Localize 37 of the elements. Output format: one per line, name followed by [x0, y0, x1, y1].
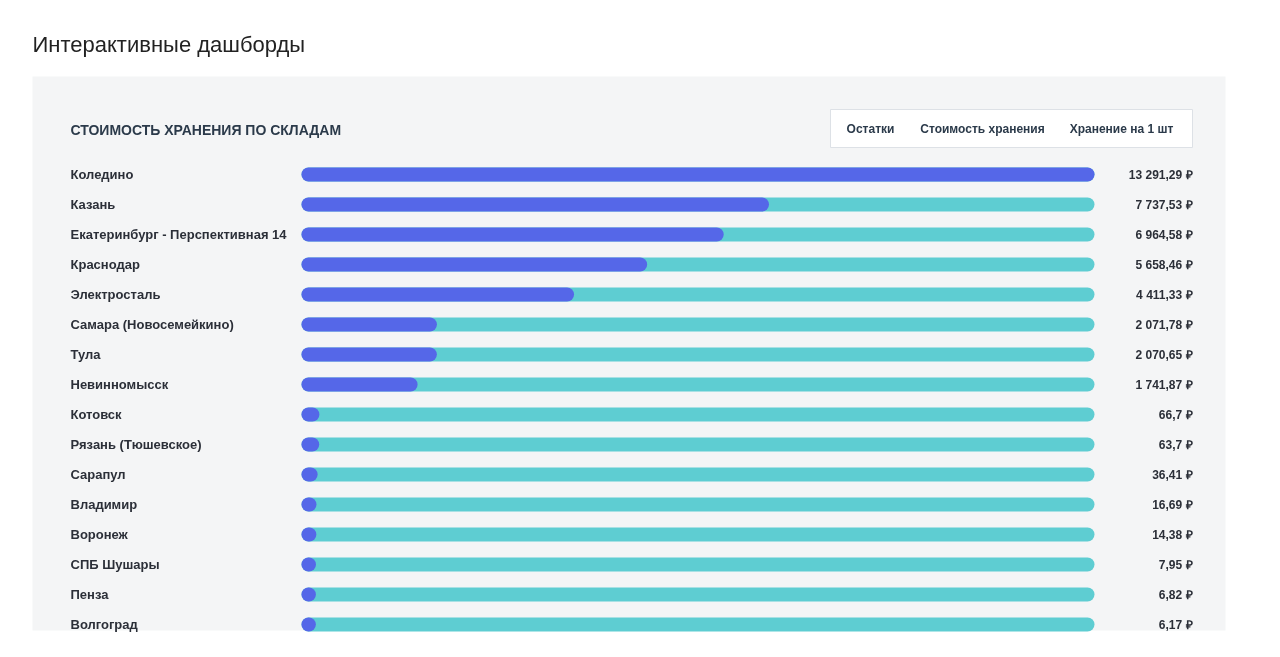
y-tick-label: Воронеж: [70, 527, 129, 542]
y-tick-label: Пенза: [70, 587, 110, 602]
data-label: 6,17 ₽: [1158, 617, 1193, 632]
data-label: 6 964,58 ₽: [1135, 227, 1193, 242]
data-label: 36,41 ₽: [1152, 467, 1193, 482]
data-label: 66,7 ₽: [1158, 407, 1193, 422]
y-tick-label: Казань: [70, 197, 116, 212]
data-label: 2 071,78 ₽: [1135, 317, 1193, 332]
data-label: 1 741,87 ₽: [1135, 377, 1193, 392]
y-tick-label: Электросталь: [70, 287, 161, 302]
data-label: 7 737,53 ₽: [1135, 197, 1193, 212]
y-tick-label: Краснодар: [70, 257, 140, 272]
y-tick-label: Тула: [70, 347, 102, 362]
data-label: 2 070,65 ₽: [1135, 347, 1193, 362]
y-tick-label: Волгоград: [70, 617, 139, 632]
y-tick-label: Котовск: [70, 407, 123, 422]
chart-title: СТОИМОСТЬ ХРАНЕНИЯ ПО СКЛАДАМ: [70, 121, 342, 138]
data-label: 16,69 ₽: [1152, 497, 1193, 512]
text: Остатки: [846, 121, 895, 136]
y-tick-label: Коледино: [70, 167, 134, 182]
data-label: 5 658,46 ₽: [1135, 257, 1193, 272]
y-tick-label: Рязань (Тюшевское): [70, 437, 202, 452]
data-label: 63,7 ₽: [1158, 437, 1193, 452]
text: Хранение на 1 шт: [1069, 121, 1174, 136]
text: Стоимость хранения: [920, 121, 1045, 136]
data-label: 6,82 ₽: [1158, 587, 1193, 602]
y-tick-label: СПБ Шушары: [70, 557, 160, 572]
y-tick-label: Сарапул: [70, 467, 126, 482]
y-tick-label: Самара (Новосемейкино): [70, 317, 234, 332]
data-label: 14,38 ₽: [1152, 527, 1193, 542]
data-label: 4 411,33 ₽: [1136, 287, 1193, 302]
y-tick-label: Владимир: [70, 497, 138, 512]
data-label: 7,95 ₽: [1158, 557, 1193, 572]
chart-subtitle: Интерактивные дашборды: [32, 32, 306, 57]
data-label: 13 291,29 ₽: [1128, 167, 1193, 182]
y-tick-label: Екатеринбург - Перспективная 14: [70, 227, 288, 242]
y-tick-label: Невинномысск: [70, 377, 169, 392]
